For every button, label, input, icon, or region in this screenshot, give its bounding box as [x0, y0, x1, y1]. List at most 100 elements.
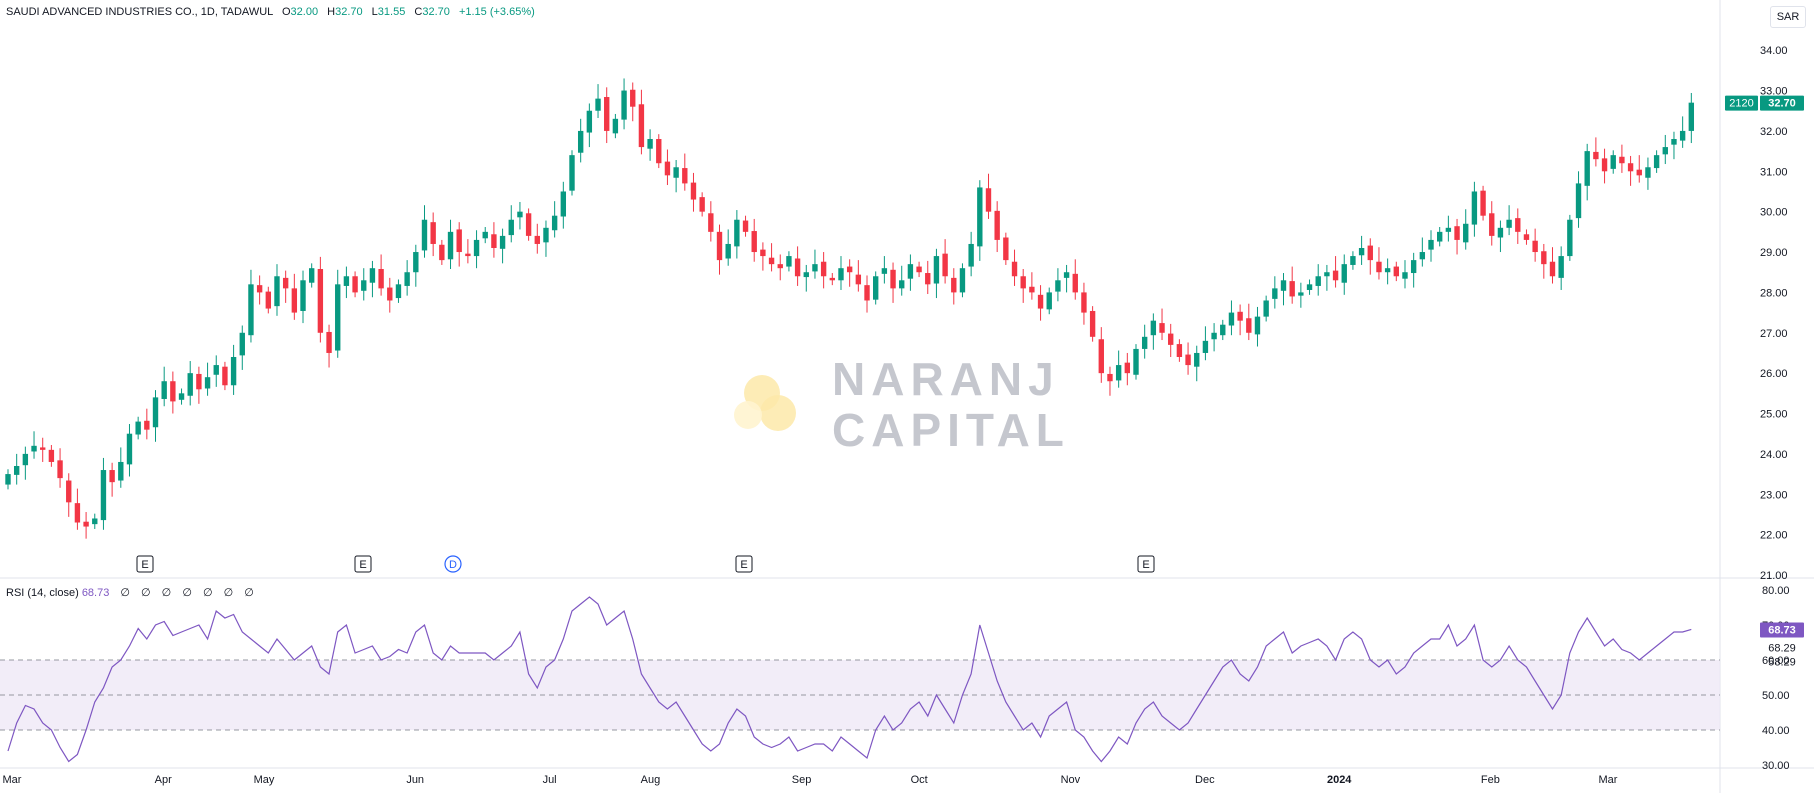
candle-body	[1506, 219, 1512, 228]
candle-body	[178, 393, 185, 400]
candle-body	[656, 139, 662, 164]
candle-body	[968, 243, 974, 267]
candle-body	[1688, 102, 1695, 131]
candle-body	[161, 381, 167, 399]
earnings-marker[interactable]	[1137, 555, 1155, 573]
candle-body	[31, 445, 37, 452]
candle-body	[204, 377, 211, 389]
price-tick-label: 22.00	[1760, 530, 1788, 542]
last-price-tag-label: 32.70	[1768, 98, 1796, 110]
candle-body	[1289, 281, 1295, 297]
candle-body	[404, 272, 410, 286]
candle-body	[1619, 156, 1625, 164]
candle-body	[1202, 340, 1209, 353]
candle-body	[1445, 227, 1452, 232]
candle-body	[387, 287, 393, 301]
candle-body	[40, 447, 46, 450]
candle-body	[135, 421, 141, 435]
rsi-value-tag-label: 68.73	[1768, 624, 1796, 636]
candle-body	[66, 480, 72, 503]
candle-body	[916, 266, 922, 273]
candle-body	[248, 284, 254, 336]
candle-body	[838, 268, 844, 281]
candle-body	[1515, 218, 1521, 232]
candle-body	[1532, 240, 1538, 253]
price-tick-label: 23.00	[1760, 489, 1788, 501]
earnings-marker-label: E	[740, 559, 747, 571]
candle-body	[1124, 362, 1131, 374]
candle-body	[1298, 292, 1304, 296]
candle-body	[1627, 163, 1634, 172]
candle-body	[482, 231, 488, 239]
candle-body	[1601, 158, 1608, 172]
currency-button[interactable]: SAR	[1770, 6, 1806, 28]
candle-body	[1341, 264, 1347, 283]
price-tick-label: 27.00	[1760, 328, 1788, 340]
candle-body	[1541, 251, 1547, 265]
candle-body	[1523, 234, 1530, 240]
candle-body	[951, 277, 957, 293]
candle-body	[395, 284, 402, 299]
time-tick-label: Oct	[911, 774, 928, 786]
candle-body	[1141, 336, 1148, 349]
candle-body	[57, 460, 63, 479]
watermark-logo-icon	[734, 401, 762, 429]
candle-body	[456, 229, 462, 253]
candle-body	[1115, 365, 1122, 381]
close-value: 32.70	[422, 6, 450, 18]
candle-body	[335, 284, 341, 351]
candle-body	[274, 276, 280, 307]
candle-body	[1020, 276, 1026, 289]
volume-tag-label: 2120	[1729, 98, 1753, 110]
time-tick-label: Sep	[792, 774, 812, 786]
candle-body	[300, 280, 306, 311]
candle-body	[994, 210, 1000, 240]
candle-body	[716, 231, 723, 261]
candle-body	[239, 332, 245, 356]
time-tick-label: Dec	[1195, 774, 1215, 786]
candle-body	[413, 252, 419, 273]
candle-body	[421, 219, 428, 251]
candle-body	[1254, 316, 1261, 335]
low-label: L	[371, 6, 378, 18]
candle-body	[1549, 261, 1556, 277]
rsi-line	[7, 596, 1692, 763]
candle-body	[777, 264, 783, 269]
candle-body	[942, 253, 948, 277]
candle-body	[13, 466, 20, 475]
candle-body	[508, 219, 514, 236]
candle-body	[1037, 294, 1044, 309]
candle-body	[1489, 213, 1495, 236]
rsi-tick-label: 50.00	[1762, 690, 1790, 702]
candle-body	[1011, 261, 1018, 277]
earnings-marker[interactable]	[136, 555, 154, 573]
watermark-line1: NARANJ	[832, 353, 1060, 405]
candle-body	[1558, 256, 1564, 278]
earnings-marker[interactable]	[354, 555, 372, 573]
candle-body	[1679, 130, 1686, 141]
candle-body	[751, 231, 757, 253]
candle-body	[1228, 312, 1235, 326]
candle-body	[282, 277, 289, 289]
candle-body	[664, 161, 671, 176]
candle-body	[690, 182, 697, 200]
change-value: +1.15 (+3.65%)	[458, 6, 535, 18]
time-tick-label: May	[254, 774, 275, 786]
symbol-header: SAUDI ADVANCED INDUSTRIES CO., 1D, TADAW…	[6, 6, 535, 18]
candle-body	[595, 98, 601, 111]
candle-body	[768, 257, 775, 265]
price-tick-label: 31.00	[1760, 166, 1788, 178]
earnings-marker[interactable]	[735, 555, 753, 573]
dividend-marker[interactable]	[444, 555, 462, 573]
time-tick-label: 2024	[1327, 774, 1352, 786]
candle-body	[1662, 147, 1668, 155]
candle-body	[1384, 268, 1391, 273]
candle-body	[1610, 155, 1616, 169]
candle-body	[126, 433, 133, 465]
candle-body	[1272, 288, 1278, 299]
candle-body	[1168, 333, 1174, 345]
candle-body	[1089, 310, 1096, 337]
candle-body	[1098, 339, 1104, 374]
